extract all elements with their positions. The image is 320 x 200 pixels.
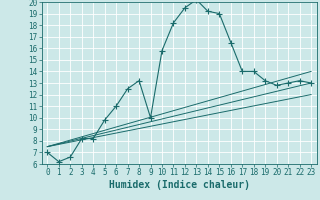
X-axis label: Humidex (Indice chaleur): Humidex (Indice chaleur) <box>109 180 250 190</box>
